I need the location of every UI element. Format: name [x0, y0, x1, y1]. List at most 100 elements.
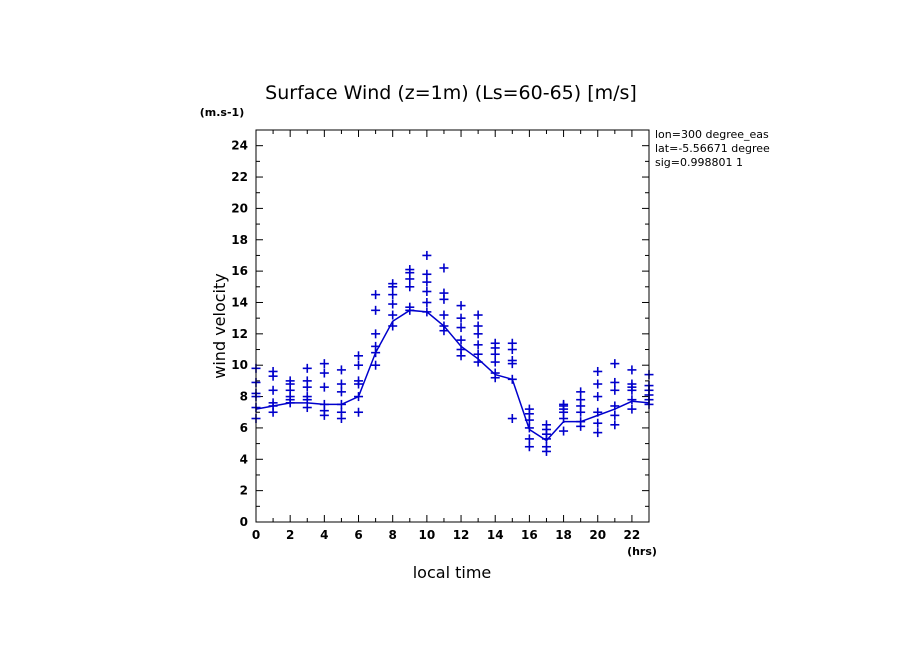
y-tick-label: 6: [240, 421, 248, 435]
data-point: [354, 360, 364, 370]
plot-frame: [255, 129, 650, 523]
mean-line: [255, 309, 650, 442]
data-point: [422, 269, 432, 279]
data-point: [524, 434, 534, 444]
x-tick-label: 12: [453, 528, 470, 542]
x-tick-label: 18: [555, 528, 572, 542]
data-point: [422, 287, 432, 297]
y-tick-label: 12: [231, 327, 248, 341]
info-lat: lat=-5.56671 degree: [655, 142, 770, 155]
data-point: [319, 382, 329, 392]
data-point: [302, 395, 312, 405]
y-tick-label: 8: [240, 390, 248, 404]
data-point: [507, 338, 517, 348]
data-point: [388, 290, 398, 300]
y-unit-label: (m.s-1): [200, 106, 244, 119]
data-point: [439, 263, 449, 273]
x-tick-label: 2: [286, 528, 294, 542]
info-clip: [780, 125, 904, 175]
x-tick-label: 20: [589, 528, 606, 542]
chart-title: Surface Wind (z=1m) (Ls=60-65) [m/s]: [265, 82, 637, 104]
data-point: [473, 329, 483, 339]
data-point: [354, 407, 364, 417]
data-point: [388, 321, 398, 331]
data-point: [422, 297, 432, 307]
data-point: [354, 351, 364, 361]
data-point: [559, 426, 569, 436]
y-tick-label: 18: [231, 233, 248, 247]
data-point: [507, 355, 517, 365]
data-point: [439, 310, 449, 320]
data-point: [593, 379, 603, 389]
data-point: [388, 279, 398, 289]
x-tick-label: 6: [354, 528, 362, 542]
data-point: [336, 399, 346, 409]
y-tick-label: 2: [240, 484, 248, 498]
data-point: [319, 359, 329, 369]
data-point: [268, 401, 278, 411]
data-point: [371, 348, 381, 358]
data-point: [610, 420, 620, 430]
data-point: [507, 374, 517, 384]
data-point: [627, 365, 637, 375]
data-point: [524, 423, 534, 433]
data-point: [268, 366, 278, 376]
info-sig: sig=0.998801 1: [655, 156, 743, 169]
y-tick-label: 10: [231, 358, 248, 372]
data-point: [610, 410, 620, 420]
y-tick-label: 22: [231, 170, 248, 184]
data-point: [490, 338, 500, 348]
data-point: [559, 399, 569, 409]
data-point: [302, 363, 312, 373]
data-point: [473, 349, 483, 359]
data-point: [456, 301, 466, 311]
data-point: [371, 305, 381, 315]
y-tick-label: 0: [240, 515, 248, 529]
data-point: [627, 395, 637, 405]
data-point: [336, 379, 346, 389]
data-point: [473, 310, 483, 320]
data-point: [456, 335, 466, 345]
data-point: [422, 277, 432, 287]
x-tick-label: 22: [624, 528, 641, 542]
x-tick-label: 0: [252, 528, 260, 542]
data-point: [593, 428, 603, 438]
x-axis-label: local time: [413, 563, 492, 582]
data-point: [268, 385, 278, 395]
data-point: [456, 345, 466, 355]
data-point: [371, 329, 381, 339]
y-axis-label: wind velocity: [210, 273, 229, 378]
data-point: [473, 357, 483, 367]
data-point: [490, 368, 500, 378]
data-point: [610, 385, 620, 395]
data-point: [593, 392, 603, 402]
x-tick-label: 14: [487, 528, 504, 542]
data-point: [405, 282, 415, 292]
data-point: [405, 302, 415, 312]
y-tick-label: 4: [240, 452, 248, 466]
data-point: [456, 323, 466, 333]
data-point: [473, 340, 483, 350]
data-point: [576, 387, 586, 397]
data-point: [610, 377, 620, 387]
x-tick-label: 10: [419, 528, 436, 542]
x-unit-label: (hrs): [627, 545, 657, 558]
data-point: [541, 420, 551, 430]
data-point: [302, 403, 312, 413]
data-point: [354, 376, 364, 386]
data-point: [422, 250, 432, 260]
data-point: [490, 357, 500, 367]
data-point: [388, 299, 398, 309]
data-point: [627, 379, 637, 389]
y-tick-label: 24: [231, 139, 248, 153]
x-tick-label: 16: [521, 528, 538, 542]
y-tick-label: 20: [231, 201, 248, 215]
data-point: [593, 418, 603, 428]
data-point: [576, 395, 586, 405]
data-point: [610, 401, 620, 411]
data-point: [439, 321, 449, 331]
data-point: [473, 321, 483, 331]
data-point: [593, 366, 603, 376]
